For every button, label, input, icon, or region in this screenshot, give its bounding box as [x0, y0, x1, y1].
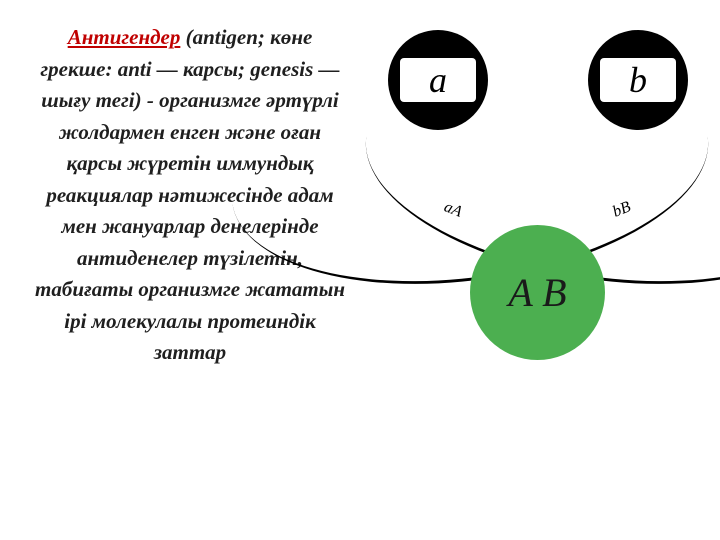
antigen-diagram: aA bB a b A B — [370, 30, 710, 370]
slide-container: Антигендер (antigen; көне грекше: anti —… — [0, 0, 720, 540]
node-b: b — [588, 30, 688, 130]
node-ab: A B — [470, 225, 605, 360]
node-a-label: a — [400, 58, 476, 102]
node-b-label: b — [600, 58, 676, 102]
term: Антигендер — [68, 25, 181, 49]
node-a: a — [388, 30, 488, 130]
text-column: Антигендер (antigen; көне грекше: anti —… — [0, 0, 360, 540]
node-ab-label: A B — [508, 269, 566, 316]
diagram-column: aA bB a b A B — [360, 0, 720, 540]
